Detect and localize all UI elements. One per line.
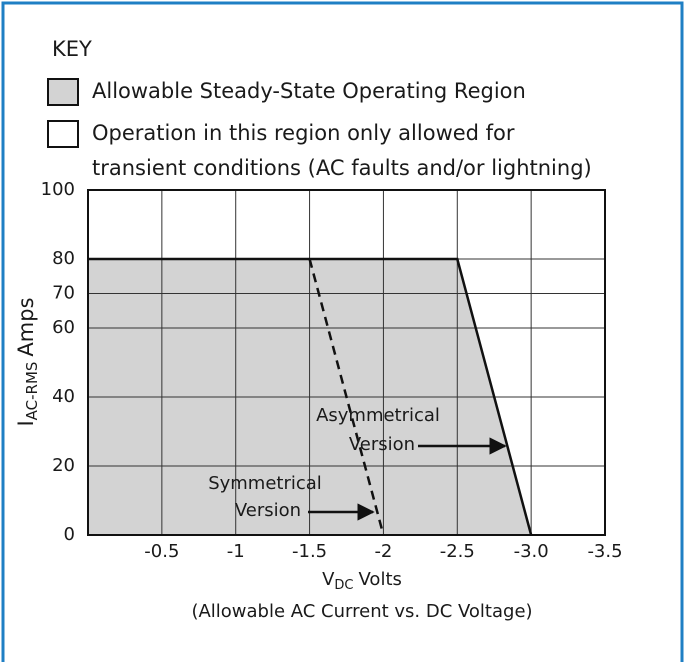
x-axis-label: VDC Volts — [322, 569, 402, 593]
legend-label: transient conditions (AC faults and/or l… — [92, 156, 592, 180]
x-tick-label: -1 — [227, 541, 245, 562]
y-label-main: I — [14, 420, 38, 426]
y-tick-label: 70 — [52, 283, 75, 304]
y-axis-label: IAC-RMS Amps — [14, 297, 41, 426]
line — [308, 258, 385, 536]
x-label-main: V — [322, 569, 335, 590]
y-tick-label: 60 — [52, 317, 75, 338]
y-tick-label: 40 — [52, 386, 75, 407]
x-tick-label: -3.0 — [514, 541, 549, 562]
legend-label: Allowable Steady-State Operating Region — [92, 79, 526, 103]
x-tick-label: -0.5 — [144, 541, 179, 562]
legend-label: Operation in this region only allowed fo… — [92, 121, 515, 145]
key-title: KEY — [52, 37, 92, 61]
x-tick-label: -2.5 — [440, 541, 475, 562]
x-label-rest: Volts — [359, 569, 402, 590]
annotation: Version — [235, 500, 301, 521]
y-label-rest: Amps — [14, 297, 38, 356]
plot-frame — [87, 189, 606, 536]
x-tick-label: -1.5 — [292, 541, 327, 562]
y-tick-label: 20 — [52, 455, 75, 476]
legend-swatch — [47, 78, 79, 106]
annotation: Symmetrical — [208, 473, 322, 494]
y-tick-label: 100 — [41, 179, 75, 200]
y-tick-label: 80 — [52, 248, 75, 269]
x-label-sub: DC — [334, 578, 353, 593]
y-tick-label: 0 — [64, 524, 75, 545]
y-label-sub: AC-RMS — [23, 362, 41, 421]
x-tick-label: -3.5 — [587, 541, 622, 562]
legend-swatch — [47, 120, 79, 148]
subtitle: (Allowable AC Current vs. DC Voltage) — [191, 601, 532, 622]
annotation: Asymmetrical — [316, 405, 440, 426]
x-tick-label: -2 — [374, 541, 392, 562]
annotations: Asymmetrical Version Symmetrical Version — [208, 405, 507, 521]
annotation: Version — [349, 434, 415, 455]
